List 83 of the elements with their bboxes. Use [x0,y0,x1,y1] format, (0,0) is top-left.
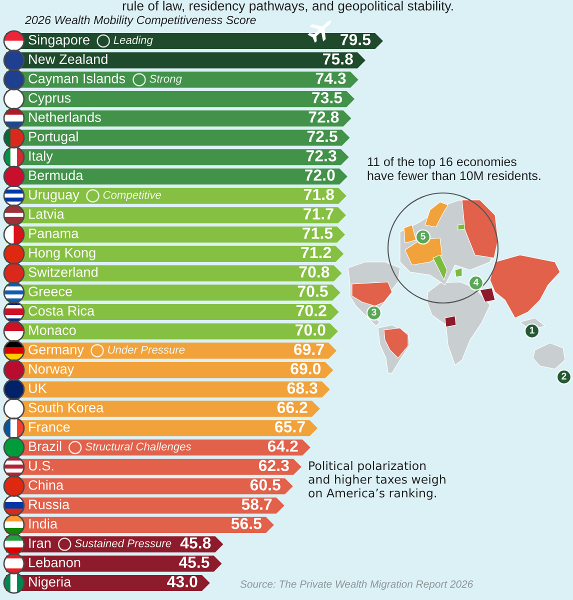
data-label: 60.5 [250,479,280,491]
data-label: 72.8 [308,111,339,123]
y-tick-label: South Korea [28,402,104,412]
data-label: 62.3 [258,460,289,472]
y-tick-label: Uruguay [29,190,80,202]
y-tick-label: Latvia [29,208,64,219]
y-tick-label: U.S. [29,460,54,471]
y-tick-label: Panama [29,228,79,238]
text: 5 [420,232,426,240]
bar [6,381,330,398]
data-label: 73.5 [312,92,342,104]
y-tick-label: France [29,422,70,432]
bar [6,188,346,204]
data-label: 58.7 [242,498,272,510]
bar [6,478,293,494]
data-label: 56.5 [231,518,262,530]
y-tick-label: Nigeria [29,576,72,590]
y-tick-label: Netherlands [29,112,101,122]
series-label: Strong [150,74,182,85]
y-tick-label: New Zealand [29,54,108,64]
bar [6,149,349,166]
annotation: Political polarization and higher taxes weigh on America’s ranking. [308,461,446,500]
bar [6,130,350,146]
y-tick-label: Bermuda [29,170,84,180]
y-tick-label: Switzerland [28,266,98,277]
y-tick-label: Lebanon [29,557,80,568]
data-label: 65.7 [275,421,305,432]
annotation: 3 [372,308,376,316]
data-label: 79.5 [340,34,371,46]
y-tick-label: India [29,518,58,529]
data-label: 70.8 [299,266,330,278]
chart-title: 2026 Wealth Mobility Competitiveness Score [24,16,256,26]
chart-subtitle: rule of law, residency pathways, and geopolitical stability. [122,0,453,14]
data-label: 45.5 [178,556,210,568]
data-label: 70.5 [298,286,328,297]
y-tick-label: Singapore [28,34,90,48]
data-label: 71.7 [304,208,334,220]
data-label: 72.0 [305,169,335,181]
data-label: 45.8 [180,537,211,549]
y-tick-label: Hong Kong [29,248,96,260]
data-label: 70.2 [296,304,326,316]
y-tick-label: Italy [29,150,53,164]
data-label: 69.7 [294,344,324,356]
bar [6,91,355,108]
data-label: 71.8 [304,188,334,200]
y-tick-label: Cyprus [28,93,71,106]
y-tick-label: China [28,480,64,490]
y-tick-label: Iran [29,538,51,548]
series-label: Leading [114,36,153,46]
bar [6,342,337,359]
y-tick-label: Costa Rica [28,306,95,316]
series-label: Sustained Pressure [74,539,172,548]
y-tick-label: Cayman Islands [28,73,126,86]
data-label: 71.2 [301,246,331,258]
bar [6,265,342,282]
y-tick-label: Monaco [29,326,76,336]
series-label: Under Pressure [108,346,185,354]
y-tick-label: Russia [29,499,70,510]
y-tick-label: Portugal [29,131,78,144]
y-tick-label: Greece [28,286,72,296]
data-label: 72.3 [306,150,336,162]
data-label: 69.0 [290,363,321,374]
data-label: 71.5 [302,228,333,239]
data-label: 72.5 [307,130,338,142]
data-label: 75.8 [323,53,353,65]
data-label: 64.2 [268,440,298,452]
y-tick-label: Norway [29,364,74,376]
bar [6,207,346,224]
y-tick-label: Brazil [29,441,62,452]
data-label: 68.3 [287,382,318,394]
annotation: Source: The Private Wealth Migration Report 2026 [240,580,474,590]
series-label: Structural Challenges [85,442,192,453]
data-label: 43.0 [167,576,198,588]
data-label: 66.2 [277,402,308,414]
y-tick-label: UK [29,384,47,394]
data-label: 74.3 [316,72,346,84]
y-tick-label: Germany [28,344,84,358]
series-label: Competitive [103,190,161,202]
text: 4 [473,278,479,286]
data-label: 70.0 [296,324,326,336]
annotation: 11 of the top 16 economies have fewer than 10M residents. [368,157,540,180]
text: 2 [562,372,566,380]
text: 1 [530,326,534,334]
